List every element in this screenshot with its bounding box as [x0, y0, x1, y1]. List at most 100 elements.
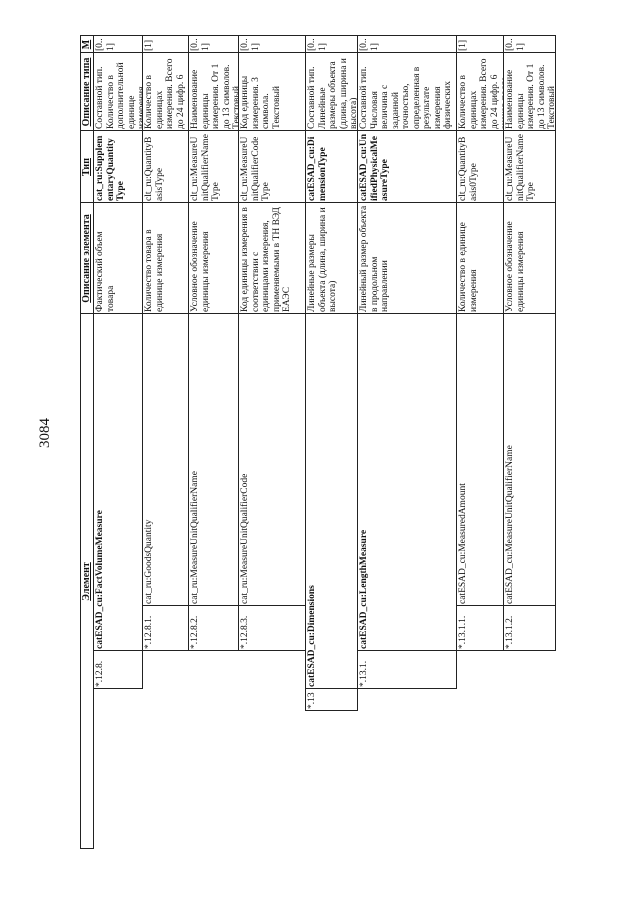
element-description: Фактический объем товара: [94, 230, 116, 312]
element-description-cell: Линейные размеры объекта (длина, ширина …: [304, 201, 358, 314]
row-number-cell: *.12.8.2.: [187, 604, 239, 651]
row-number-cell: *.12.8.1.: [141, 604, 189, 651]
type-description-cell: Наименование единицы измерения. От 1 до …: [502, 51, 556, 131]
row-number-cell: *.13.1.2.: [502, 604, 556, 651]
header-type-cell: Тип: [79, 129, 94, 203]
type-description-cell: Составной тип. Числовая величина с задан…: [356, 51, 457, 131]
row-number: *.13.1.1.: [457, 615, 468, 649]
type-name: clt_ru:MeasureUnitQualifierNameType: [189, 133, 221, 201]
header-element-cell: Элемент: [79, 312, 94, 849]
multiplicity: [0..1]: [189, 37, 211, 51]
type-description: Наименование единицы измерения. От 1 до …: [504, 63, 556, 129]
type-description-cell: Код единицы измерения. 3 символа. Тексто…: [237, 51, 306, 131]
row-number-cell: *.13: [304, 687, 358, 711]
type-name: clt_ru:QuantityBasisType: [143, 136, 165, 201]
row-number-cell: *.13.1.: [356, 649, 457, 689]
multiplicity-cell: [0..1]: [92, 34, 143, 53]
multiplicity: [0..1]: [358, 37, 380, 51]
type-description: Составной тип. Линейные размеры объекта …: [306, 57, 358, 129]
element-name: catESAD_cu:MeasuredAmount: [457, 482, 468, 604]
type-name-cell: clt_ru:MeasureUnitQualifierCodeType: [237, 129, 306, 203]
element-description: Код единицы измерения в соответствии с е…: [239, 206, 292, 312]
multiplicity: [1]: [457, 39, 468, 51]
multiplicity-cell: [1]: [455, 34, 504, 53]
element-description: Линейный размер объекта в продольном нап…: [358, 205, 390, 312]
row-number: *.13: [306, 691, 317, 709]
element-description: Количество в единице измерения: [457, 221, 479, 312]
type-name: clt_ru:MeasureUnitQualifierNameType: [504, 133, 536, 201]
type-description-cell: Составной тип. Количество в дополнительн…: [92, 51, 143, 131]
element-description: Условное обозначение единицы измерения: [504, 220, 526, 312]
element-description: Линейные размеры объекта (длина, ширина …: [306, 206, 338, 312]
row-number: *.12.8.3.: [239, 615, 250, 649]
element-name-cell: cat_ru:GoodsQuantity: [141, 312, 189, 606]
element-name: cat_ru:GoodsQuantity: [143, 519, 154, 604]
type-name-cell: clt_ru:MeasureUnitQualifierNameType: [187, 129, 239, 203]
element-name-cell: cat_ru:MeasureUnitQualifierCode: [237, 312, 306, 606]
type-description-cell: Наименование единицы измерения. От 1 до …: [187, 51, 239, 131]
row-number: *.12.8.2.: [189, 615, 200, 649]
element-description-cell: Условное обозначение единицы измерения: [187, 201, 239, 314]
type-name: clt_ru:MeasureUnitQualifierCodeType: [239, 136, 271, 201]
multiplicity: [0..1]: [94, 37, 116, 51]
element-description-cell: Код единицы измерения в соответствии с е…: [237, 201, 306, 314]
multiplicity: [0..1]: [306, 37, 328, 51]
element-name: cat_ru:MeasureUnitQualifierName: [189, 470, 200, 604]
header-mult-cell: Мн.: [79, 34, 94, 53]
element-name-cell: catESAD_cu:MeasureUnitQualifierName: [502, 312, 556, 606]
row-number-cell: *.13.1.1.: [455, 604, 504, 651]
row-number: *.12.8.: [94, 660, 105, 687]
multiplicity-cell: [0..1]: [304, 34, 358, 53]
row-number: *.12.8.1.: [143, 615, 154, 649]
type-name-cell: catESAD_cu:UnifiedPhysicalMeasureType: [356, 129, 457, 203]
row-number: *.13.1.2.: [504, 615, 515, 649]
element-name: cat_ru:MeasureUnitQualifierCode: [239, 473, 250, 604]
element-description-cell: Условное обозначение единицы измерения: [502, 201, 556, 314]
element-description-cell: Количество в единице измерения: [455, 201, 504, 314]
type-description: Составной тип. Числовая величина с задан…: [358, 66, 457, 129]
multiplicity-cell: [0..1]: [237, 34, 306, 53]
row-number: *.13.1.: [358, 660, 369, 687]
type-name: clt_ru:QuantityBasis0Type: [457, 136, 479, 201]
type-description-cell: Количество в единицах измерения. Всего д…: [455, 51, 504, 131]
element-description-cell: Линейный размер объекта в продольном нап…: [356, 201, 457, 314]
type-name-cell: cat_ru:SupplementaryQuantityType: [92, 129, 143, 203]
element-description: Количество товара в единице измерения: [143, 228, 165, 312]
type-name-cell: catESAD_cu:DimensionType: [304, 129, 358, 203]
element-name-cell: cat_ru:MeasureUnitQualifierName: [187, 312, 239, 606]
type-name: catESAD_cu:DimensionType: [306, 136, 328, 201]
type-name-cell: clt_ru:QuantityBasis0Type: [455, 129, 504, 203]
element-name: catESAD_cu:LengthMeasure: [358, 529, 369, 649]
type-name-cell: clt_ru:QuantityBasisType: [141, 129, 189, 203]
element-name-cell: catESAD_cu:FactVolumeMeasure: [92, 312, 143, 651]
multiplicity: [1]: [143, 39, 154, 51]
element-name: catESAD_cu:MeasureUnitQualifierName: [504, 444, 515, 604]
page-number: 3084: [37, 418, 53, 448]
multiplicity-cell: [0..1]: [356, 34, 457, 53]
type-description-cell: Составной тип. Линейные размеры объекта …: [304, 51, 358, 131]
type-description: Наименование единицы измерения. От 1 до …: [189, 63, 239, 129]
type-description-cell: Количество в единицах измерения. Всего д…: [141, 51, 189, 131]
header-type-desc-cell: Описание типа: [79, 51, 94, 131]
element-description-cell: Фактический объем товара: [92, 201, 143, 314]
element-description-cell: Количество товара в единице измерения: [141, 201, 189, 314]
type-name-cell: clt_ru:MeasureUnitQualifierNameType: [502, 129, 556, 203]
type-name: catESAD_cu:UnifiedPhysicalMeasureType: [358, 133, 390, 201]
header-element-desc-cell: Описание элемента: [79, 201, 94, 314]
multiplicity-cell: [1]: [141, 34, 189, 53]
type-name: cat_ru:SupplementaryQuantityType: [94, 135, 126, 201]
multiplicity: [0..1]: [504, 37, 526, 51]
element-name-cell: catESAD_cu:MeasuredAmount: [455, 312, 504, 606]
element-name: catESAD_cu:Dimensions: [306, 584, 317, 687]
type-description: Количество в единицах измерения. Всего д…: [143, 58, 189, 129]
type-description: Количество в единицах измерения. Всего д…: [457, 58, 504, 129]
multiplicity-cell: [0..1]: [187, 34, 239, 53]
type-description: Код единицы измерения. 3 символа. Тексто…: [239, 75, 282, 129]
element-description: Условное обозначение единицы измерения: [189, 220, 211, 312]
element-name-cell: catESAD_cu:Dimensions: [304, 312, 358, 689]
element-name-cell: catESAD_cu:LengthMeasure: [356, 312, 457, 651]
row-number-cell: *.12.8.: [92, 649, 143, 689]
multiplicity-cell: [0..1]: [502, 34, 556, 53]
row-number-cell: *.12.8.3.: [237, 604, 306, 651]
